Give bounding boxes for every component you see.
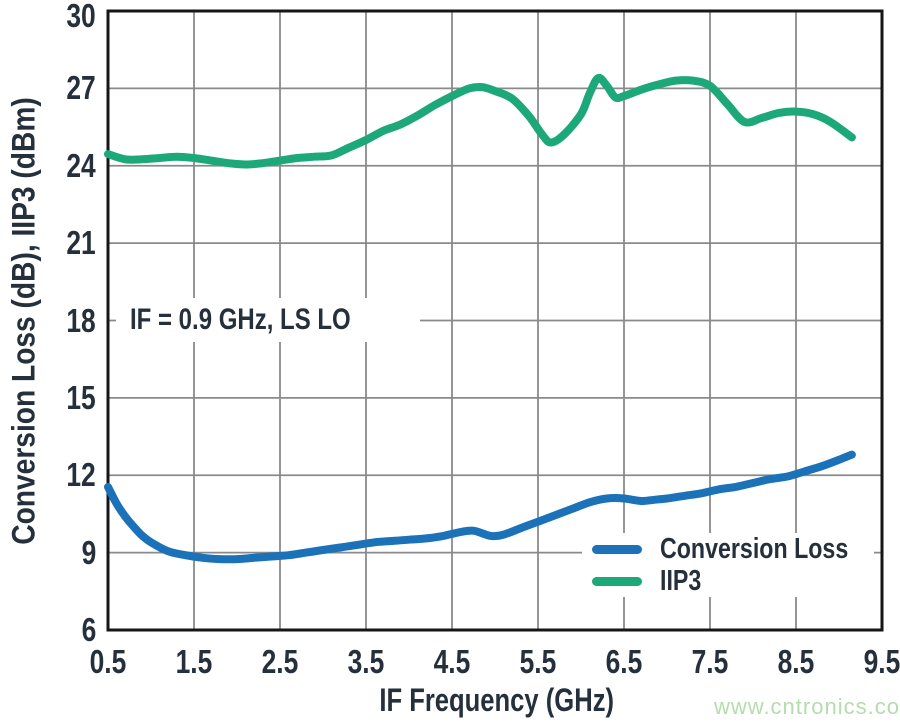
y-tick-label-27: 27 (66, 69, 96, 107)
y-tick-label-15: 15 (66, 378, 96, 416)
y-tick-label-18: 18 (66, 301, 96, 339)
legend-row-conversion-loss: Conversion Loss (582, 533, 874, 565)
legend-label-conversion-loss: Conversion Loss (660, 532, 849, 565)
x-tick-label-5.5: 5.5 (519, 643, 557, 680)
x-tick-label-4.5: 4.5 (433, 643, 471, 680)
y-tick-label-12: 12 (66, 456, 96, 494)
watermark-text: www.cntronics.com (714, 694, 900, 719)
chart-annotation: IF = 0.9 GHz, LS LO (116, 298, 420, 342)
y-tick-label-24: 24 (66, 146, 96, 184)
plot-border (106, 9, 884, 632)
x-tick-label-8.5: 8.5 (777, 643, 815, 680)
series-conversion-loss-line (104, 450, 856, 564)
x-tick-label-9.5: 9.5 (863, 643, 900, 680)
x-tick-label-7.5: 7.5 (691, 643, 729, 680)
series-iip3-line (104, 73, 856, 169)
legend-row-iip3: IIP3 (582, 565, 874, 597)
x-tick-label-1.5: 1.5 (175, 643, 213, 680)
x-tick-label-6.5: 6.5 (605, 643, 643, 680)
y-tick-label-21: 21 (66, 224, 96, 262)
y-tick-label-30: 30 (66, 0, 96, 34)
x-axis-title: IF Frequency (GHz) (379, 682, 615, 718)
y-axis-title: Conversion Loss (dB), IIP3 (dBm) (5, 97, 42, 545)
legend-swatch-conversion-loss-line (592, 544, 642, 554)
x-tick-label-0.5: 0.5 (89, 643, 127, 680)
x-tick-label-3.5: 3.5 (347, 643, 385, 680)
legend-swatch-iip3-line (592, 576, 642, 586)
y-tick-label-9: 9 (81, 533, 96, 571)
x-tick-label-2.5: 2.5 (261, 643, 299, 680)
chart-legend: Conversion Loss IIP3 (582, 533, 874, 597)
legend-label-iip3: IIP3 (660, 564, 702, 597)
y-tick-label-6: 6 (81, 611, 96, 648)
